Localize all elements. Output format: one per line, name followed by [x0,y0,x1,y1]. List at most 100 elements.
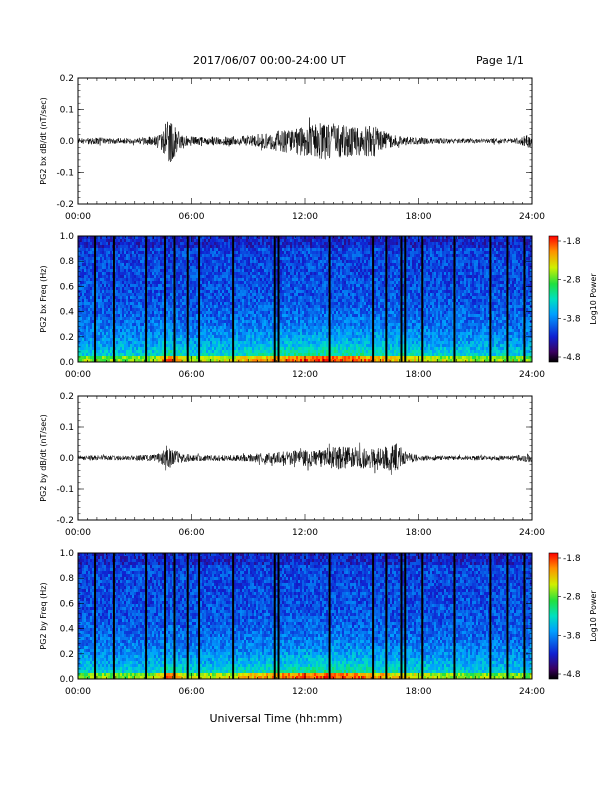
spectrogram-cell [304,278,306,281]
spectrogram-cell [132,239,134,242]
spectrogram-cell [108,275,110,278]
spectrogram-cell [242,281,244,284]
spectrogram-cell [216,338,218,341]
spectrogram-cell [244,314,246,317]
spectrogram-cell [130,350,132,353]
spectrogram-cell [290,284,292,287]
spectrogram-cell [206,281,208,284]
spectrogram-cell [224,290,226,293]
spectrogram-cell [202,275,204,278]
spectrogram-cell [280,329,282,332]
spectrogram-cell [104,290,106,293]
spectrogram-cell [166,293,168,296]
spectrogram-cell [100,290,102,293]
spectrogram-cell [200,338,202,341]
spectrogram-cell [222,347,224,350]
spectrogram-cell [168,350,170,353]
spectrogram-cell [160,356,162,359]
spectrogram-cell [204,296,206,299]
spectrogram-cell [90,305,92,308]
spectrogram-cell [178,344,180,347]
spectrogram-cell [122,323,124,326]
spectrogram-cell [202,290,204,293]
spectrogram-cell [296,287,298,290]
spectrogram-cell [200,323,202,326]
spectrogram-cell [292,353,294,356]
spectrogram-cell [118,269,120,272]
spectrogram-cell [254,257,256,260]
spectrogram-cell [306,242,308,245]
spectrogram-cell [200,332,202,335]
spectrogram-cell [98,302,100,305]
spectrogram-cell [192,344,194,347]
spectrogram-cell [124,317,126,320]
spectrogram-cell [118,347,120,350]
spectrogram-cell [228,308,230,311]
spectrogram-cell [192,299,194,302]
spectrogram-cell [150,308,152,311]
spectrogram-cell [110,311,112,314]
spectrogram-cell [248,338,250,341]
spectrogram-cell [160,287,162,290]
spectrogram-cell [138,239,140,242]
spectrogram-cell [230,278,232,281]
spectrogram-cell [110,326,112,329]
spectrogram-cell [80,287,82,290]
spectrogram-cell [126,269,128,272]
spectrogram-cell [84,344,86,347]
spectrogram-cell [286,248,288,251]
spectrogram-cell [228,311,230,314]
spectrogram-cell [228,296,230,299]
spectrogram-cell [138,257,140,260]
spectrogram-cell [294,266,296,269]
spectrogram-cell [244,302,246,305]
spectrogram-cell [166,254,168,257]
spectrogram-cell [298,356,300,359]
spectrogram-cell [286,281,288,284]
spectrogram-cell [206,278,208,281]
spectrogram-cell [290,251,292,254]
spectrogram-cell [300,272,302,275]
spectrogram-cell [300,320,302,323]
spectrogram-cell [196,326,198,329]
spectrogram-cell [294,284,296,287]
spectrogram-cell [236,296,238,299]
spectrogram-cell [212,308,214,311]
spectrogram-cell [128,260,130,263]
spectrogram-cell [140,251,142,254]
spectrogram-cell [142,284,144,287]
spectrogram-cell [98,242,100,245]
spectrogram-cell [300,302,302,305]
spectrogram-cell [242,242,244,245]
spectrogram-cell [192,263,194,266]
spectrogram-cell [128,314,130,317]
spectrogram-cell [236,266,238,269]
spectrogram-cell [162,287,164,290]
spectrogram-cell [268,296,270,299]
spectrogram-cell [138,278,140,281]
spectrogram-cell [190,335,192,338]
spectrogram-cell [140,272,142,275]
spectrogram-cell [266,344,268,347]
spectrogram-cell [202,317,204,320]
spectrogram-cell [288,248,290,251]
spectrogram-cell [234,350,236,353]
spectrogram-cell [294,353,296,356]
spectrogram-cell [170,239,172,242]
spectrogram-cell [134,329,136,332]
spectrogram-cell [196,254,198,257]
spectrogram-cell [254,308,256,311]
spectrogram-cell [290,305,292,308]
spectrogram-cell [284,284,286,287]
spectrogram-cell [238,302,240,305]
spectrogram-cell [168,314,170,317]
spectrogram-cell [98,335,100,338]
spectrogram-cell [234,338,236,341]
x-tick-label: 00:00 [65,212,91,222]
spectrogram-cell [158,341,160,344]
spectrogram-cell [120,341,122,344]
spectrogram-cell [246,350,248,353]
spectrogram-cell [270,329,272,332]
spectrogram-cell [152,320,154,323]
spectrogram-cell [82,239,84,242]
